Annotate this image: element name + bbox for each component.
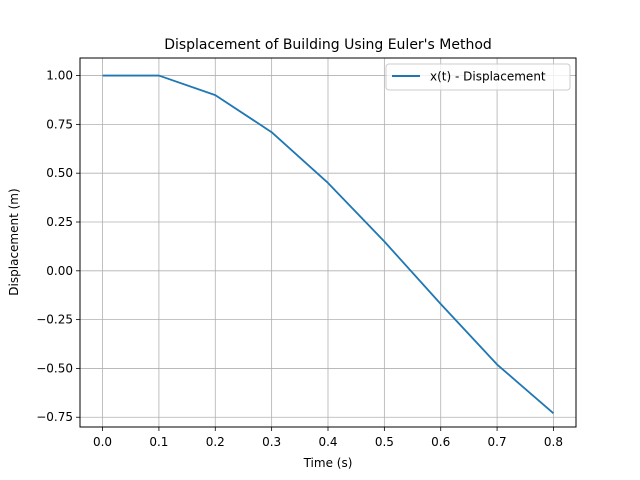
x-tick-label: 0.2 bbox=[206, 435, 225, 449]
legend: x(t) - Displacement bbox=[385, 63, 571, 91]
x-tick-label: 0.1 bbox=[149, 435, 168, 449]
x-tick-label: 0.5 bbox=[375, 435, 394, 449]
x-tick-label: 0.8 bbox=[544, 435, 563, 449]
x-axis: 0.0 0.1 0.2 0.3 0.4 0.5 0.6 0.7 0.8 bbox=[93, 427, 563, 449]
y-axis: 1.00 0.75 0.50 0.25 0.00 −0.25 −0.50 −0.75 bbox=[36, 69, 80, 424]
y-tick-label: −0.25 bbox=[36, 313, 73, 327]
series-layer bbox=[102, 74, 555, 415]
x-tick-label: 0.6 bbox=[431, 435, 450, 449]
legend-box bbox=[385, 63, 571, 91]
x-axis-label: Time (s) bbox=[303, 456, 353, 470]
legend-label: x(t) - Displacement bbox=[430, 70, 546, 84]
y-tick-label: 0.50 bbox=[46, 166, 73, 180]
grid bbox=[80, 58, 576, 427]
y-tick-label: 0.00 bbox=[46, 264, 73, 278]
x-tick-label: 0.3 bbox=[262, 435, 281, 449]
x-tick-label: 0.0 bbox=[93, 435, 112, 449]
y-tick-label: 0.75 bbox=[46, 117, 73, 131]
y-tick-label: 0.25 bbox=[46, 215, 73, 229]
y-axis-label: Displacement (m) bbox=[7, 188, 21, 295]
y-tick-label: 1.00 bbox=[46, 69, 73, 83]
y-tick-label: −0.75 bbox=[36, 410, 73, 424]
chart-title: Displacement of Building Using Euler's M… bbox=[164, 37, 492, 53]
x-tick-label: 0.4 bbox=[318, 435, 337, 449]
y-tick-label: −0.50 bbox=[36, 361, 73, 375]
x-tick-label: 0.7 bbox=[488, 435, 507, 449]
